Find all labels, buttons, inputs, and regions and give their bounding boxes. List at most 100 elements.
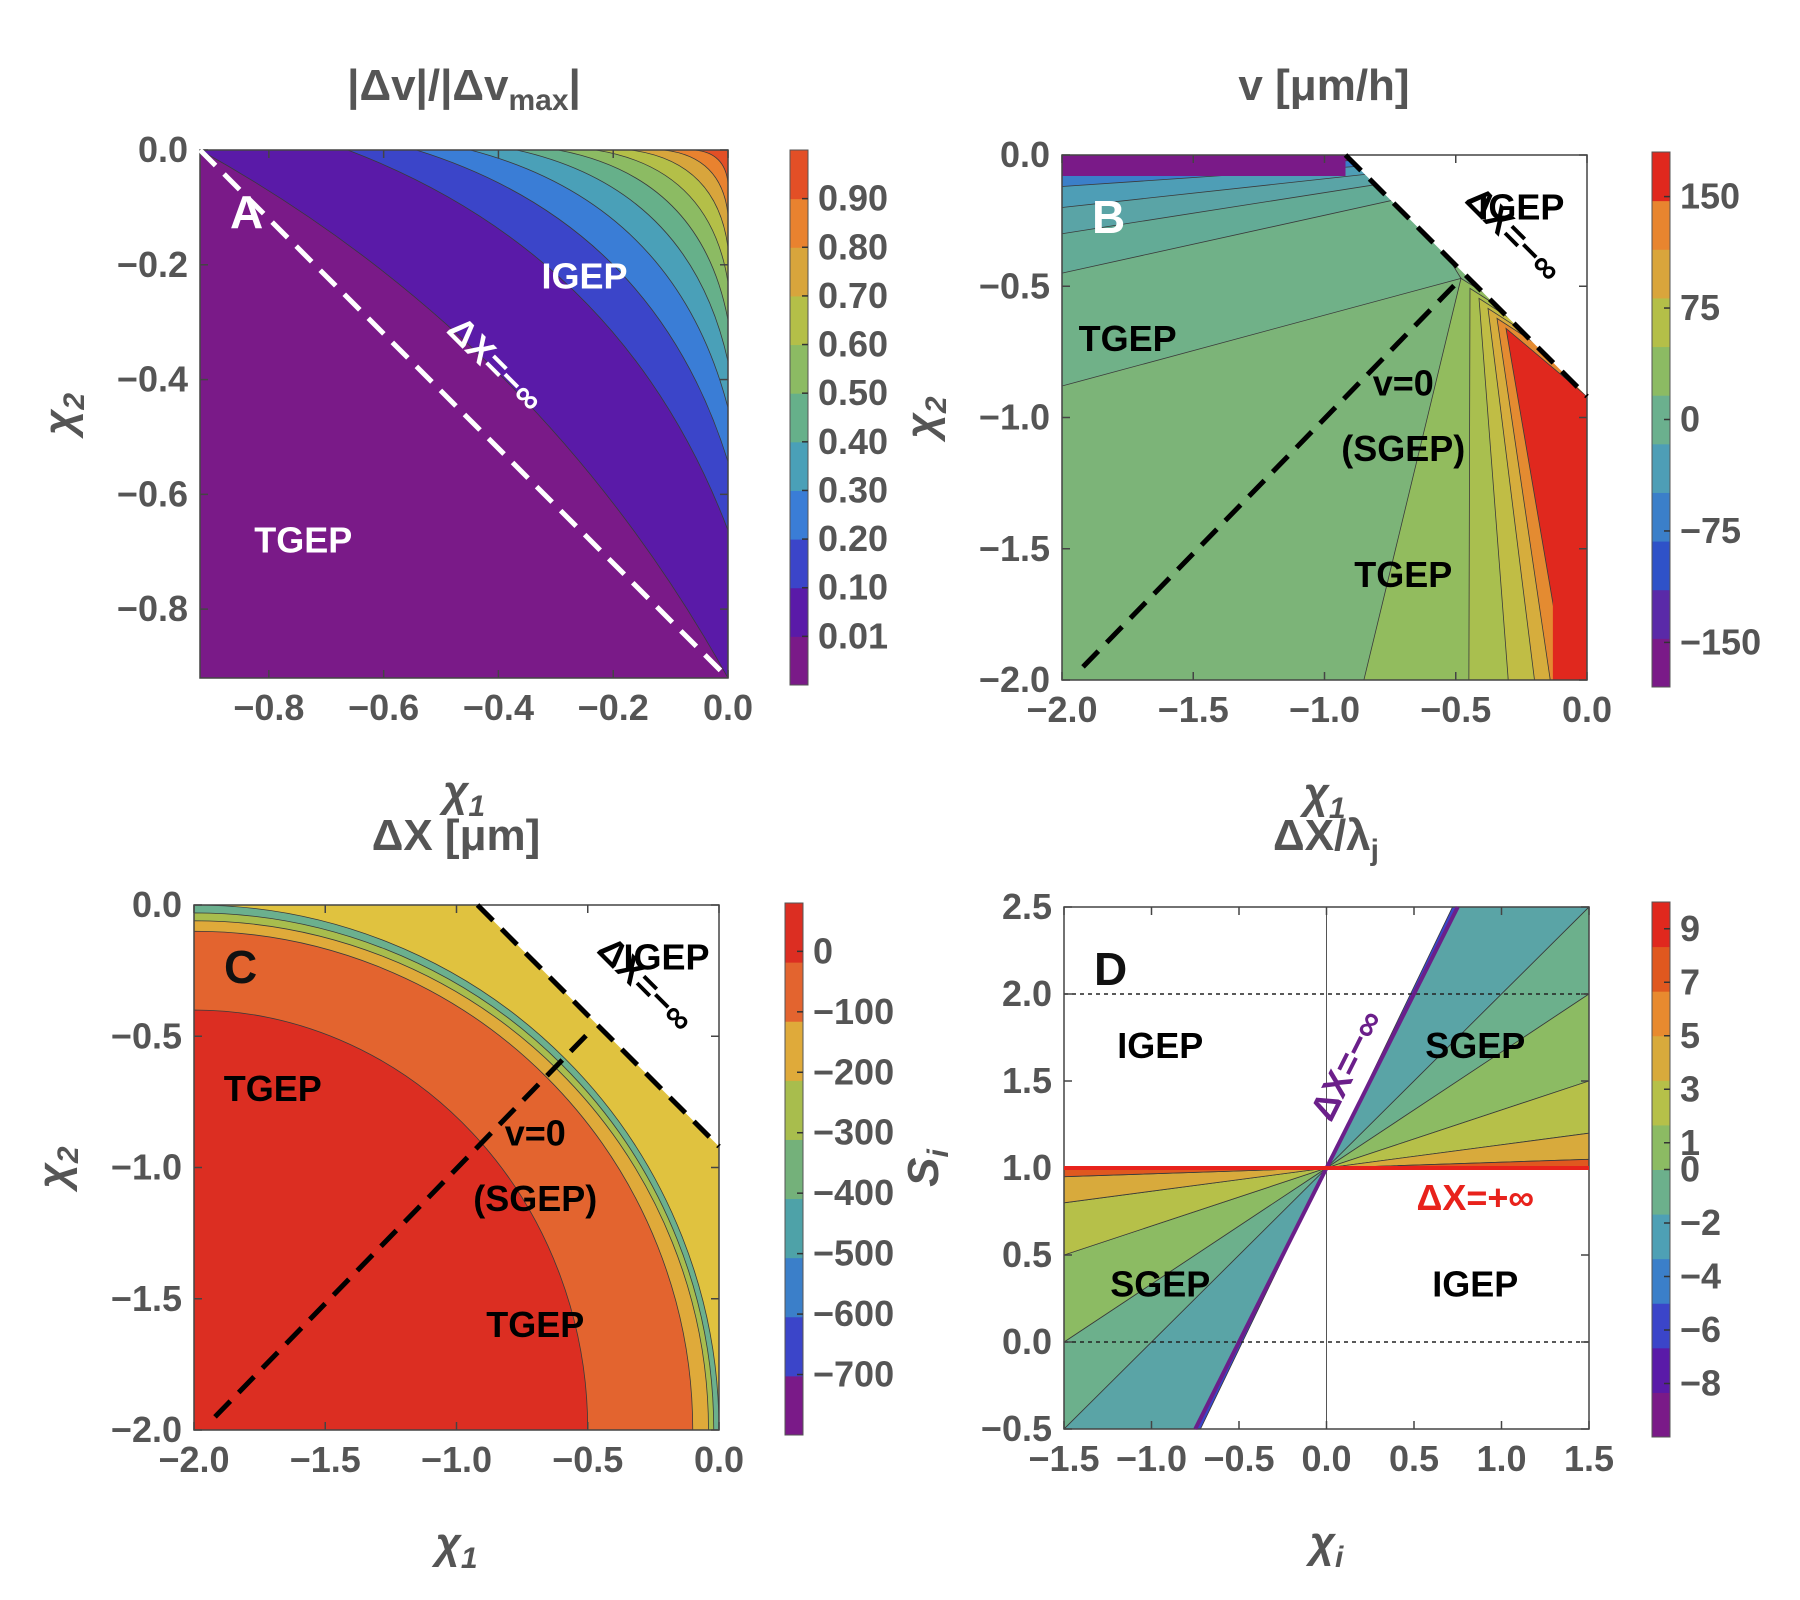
region-label: SGEP bbox=[1110, 1264, 1210, 1305]
y-tick-label: −1.0 bbox=[111, 1147, 182, 1188]
x-tick-label: −1.0 bbox=[1289, 689, 1360, 730]
colorbar-band bbox=[790, 636, 808, 686]
contour-regions bbox=[194, 905, 719, 1430]
v0-line bbox=[1081, 276, 1463, 669]
v0-line bbox=[213, 1026, 595, 1419]
colorbar-band bbox=[790, 247, 808, 297]
colorbar-tick-label: 7 bbox=[1680, 961, 1700, 1002]
y-axis-label: χ2 bbox=[35, 393, 91, 439]
x-tick-label: −0.6 bbox=[348, 687, 419, 728]
colorbar-band bbox=[1652, 946, 1670, 992]
region-label: IGEP bbox=[1478, 187, 1564, 228]
colorbar-band bbox=[1652, 638, 1670, 688]
colorbar-band bbox=[785, 962, 803, 1022]
x-tick-label: −1.5 bbox=[1028, 1438, 1099, 1479]
panel-label: B bbox=[1092, 191, 1125, 243]
colorbar-band bbox=[785, 903, 803, 963]
contour-level bbox=[557, 150, 728, 321]
colorbar-band bbox=[1652, 1214, 1670, 1260]
colorbar-tick-label: 0.20 bbox=[818, 518, 888, 559]
panel-d: −1.5 −1.0 −0.5 0.0 0.5 1.0 1.5 2.5 2.0 1.5 1.0 0.5 0… bbox=[899, 811, 1721, 1574]
y-tick-label: 1.0 bbox=[1002, 1147, 1052, 1188]
boundary-line bbox=[475, 903, 721, 1149]
colorbar-band bbox=[1652, 1347, 1670, 1393]
panel-label: C bbox=[224, 941, 257, 993]
region-label: TGEP bbox=[224, 1068, 322, 1109]
y-tick-label: −1.0 bbox=[979, 397, 1050, 438]
colorbar-band bbox=[785, 1021, 803, 1081]
panel-label: A bbox=[230, 186, 263, 238]
colorbar-band bbox=[785, 1080, 803, 1140]
colorbar-tick-label: 0.70 bbox=[818, 275, 888, 316]
colorbar-tick-label: 3 bbox=[1680, 1068, 1700, 1109]
colorbar-tick-label: 0.40 bbox=[818, 421, 888, 462]
colorbar-tick-label: 0.01 bbox=[818, 615, 888, 656]
region-label: TGEP bbox=[1079, 318, 1177, 359]
colorbar-tick-label: 9 bbox=[1680, 908, 1700, 949]
colorbar-tick-label: 0.80 bbox=[818, 226, 888, 267]
colorbar-band bbox=[1652, 249, 1670, 299]
contour-level bbox=[1062, 155, 1346, 176]
x-tick-label: 1.0 bbox=[1476, 1438, 1526, 1479]
colorbar-tick-label: 0.90 bbox=[818, 178, 888, 219]
colorbar-band bbox=[1652, 1124, 1670, 1170]
boundary-line bbox=[198, 148, 730, 680]
colorbar-tick-label: −400 bbox=[813, 1172, 894, 1213]
x-tick-label: −1.0 bbox=[421, 1439, 492, 1480]
colorbar-band bbox=[1652, 991, 1670, 1037]
x-tick-label: 0.0 bbox=[703, 687, 753, 728]
colorbar-tick-label: 0 bbox=[1680, 1149, 1700, 1190]
y-tick-label: −0.2 bbox=[117, 244, 188, 285]
x-tick-label: −2.0 bbox=[1026, 689, 1097, 730]
y-tick-label: −0.6 bbox=[117, 473, 188, 514]
colorbar-tick-label: 150 bbox=[1680, 176, 1740, 217]
x-tick-label: −1.5 bbox=[1158, 689, 1229, 730]
colorbar-band bbox=[790, 539, 808, 589]
x-tick-label: −0.8 bbox=[233, 687, 304, 728]
y-tick-label: 0.0 bbox=[1000, 134, 1050, 175]
x-tick-label: −2.0 bbox=[158, 1439, 229, 1480]
region-label: (SGEP) bbox=[473, 1178, 597, 1219]
y-tick-label: −1.5 bbox=[979, 528, 1050, 569]
colorbar-band bbox=[1652, 541, 1670, 591]
y-tick-label: −2.0 bbox=[979, 659, 1050, 700]
colorbar-band bbox=[790, 150, 808, 200]
colorbar-band bbox=[785, 1375, 803, 1436]
colorbar-tick-label: −100 bbox=[813, 991, 894, 1032]
y-tick-label: 2.5 bbox=[1002, 886, 1052, 927]
x-axis-label: χ1 bbox=[431, 1519, 477, 1575]
colorbar-tick-label: −500 bbox=[813, 1233, 894, 1274]
colorbar-band bbox=[785, 1139, 803, 1200]
x-tick-label: 0.0 bbox=[1562, 689, 1612, 730]
colorbar-tick-label: −600 bbox=[813, 1293, 894, 1334]
region-label: IGEP bbox=[1432, 1264, 1518, 1305]
colorbar-band bbox=[1652, 395, 1670, 445]
region-label: TGEP bbox=[254, 519, 352, 560]
colorbar-tick-label: 0 bbox=[1680, 399, 1700, 440]
colorbar-band bbox=[1652, 902, 1670, 948]
x-tick-label: 0.0 bbox=[694, 1439, 744, 1480]
colorbar-band bbox=[1652, 589, 1670, 639]
colorbar-tick-label: 0.50 bbox=[818, 372, 888, 413]
x-tick-label: −1.5 bbox=[290, 1439, 361, 1480]
colorbar-band bbox=[785, 1316, 803, 1377]
y-tick-label: −0.5 bbox=[111, 1015, 182, 1056]
contour-level bbox=[1552, 396, 1587, 680]
region-label: IGEP bbox=[542, 255, 628, 296]
y-tick-label: 0.0 bbox=[138, 129, 188, 170]
colorbar-band bbox=[1652, 346, 1670, 396]
y-tick-label: 1.5 bbox=[1002, 1060, 1052, 1101]
colorbar-tick-label: 1 bbox=[1680, 1122, 1700, 1163]
colorbar-band bbox=[1652, 1035, 1670, 1081]
colorbar-band bbox=[1652, 443, 1670, 493]
colorbar-band bbox=[1652, 1303, 1670, 1349]
chart-title: v [μm/h] bbox=[1238, 61, 1409, 110]
colorbar-tick-label: −4 bbox=[1680, 1256, 1721, 1297]
y-tick-label: 0.0 bbox=[132, 884, 182, 925]
colorbar-band bbox=[1652, 200, 1670, 250]
colorbar-tick-label: −2 bbox=[1680, 1202, 1721, 1243]
y-tick-label: −1.5 bbox=[111, 1278, 182, 1319]
colorbar-band bbox=[785, 1257, 803, 1318]
colorbar-band bbox=[790, 587, 808, 637]
